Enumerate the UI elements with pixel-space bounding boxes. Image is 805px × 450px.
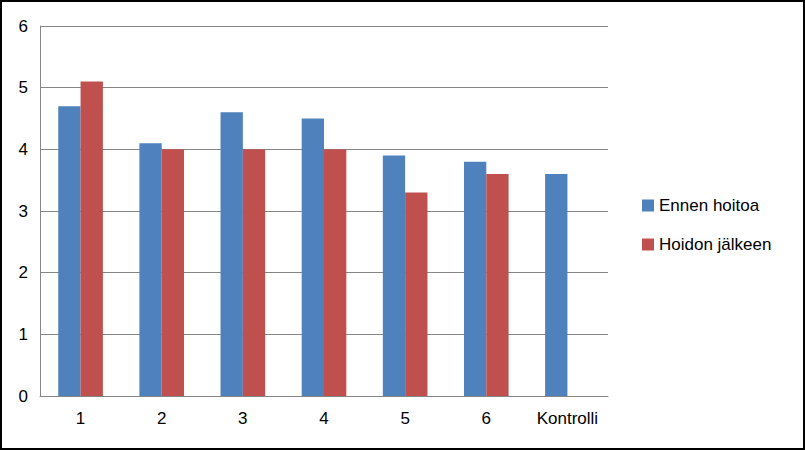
svg-text:3: 3 bbox=[19, 202, 28, 221]
svg-text:6: 6 bbox=[482, 409, 491, 428]
svg-text:5: 5 bbox=[19, 78, 28, 97]
svg-text:3: 3 bbox=[238, 409, 247, 428]
svg-text:5: 5 bbox=[400, 409, 409, 428]
svg-text:Kontrolli: Kontrolli bbox=[537, 409, 598, 428]
svg-text:0: 0 bbox=[19, 387, 28, 406]
svg-text:Ennen hoitoa: Ennen hoitoa bbox=[659, 196, 760, 215]
svg-text:1: 1 bbox=[76, 409, 85, 428]
svg-text:4: 4 bbox=[319, 409, 328, 428]
svg-text:2: 2 bbox=[19, 263, 28, 282]
svg-text:6: 6 bbox=[19, 17, 28, 36]
svg-text:4: 4 bbox=[19, 140, 28, 159]
svg-text:Hoidon jälkeen: Hoidon jälkeen bbox=[659, 235, 771, 254]
svg-text:2: 2 bbox=[157, 409, 166, 428]
svg-text:1: 1 bbox=[19, 325, 28, 344]
